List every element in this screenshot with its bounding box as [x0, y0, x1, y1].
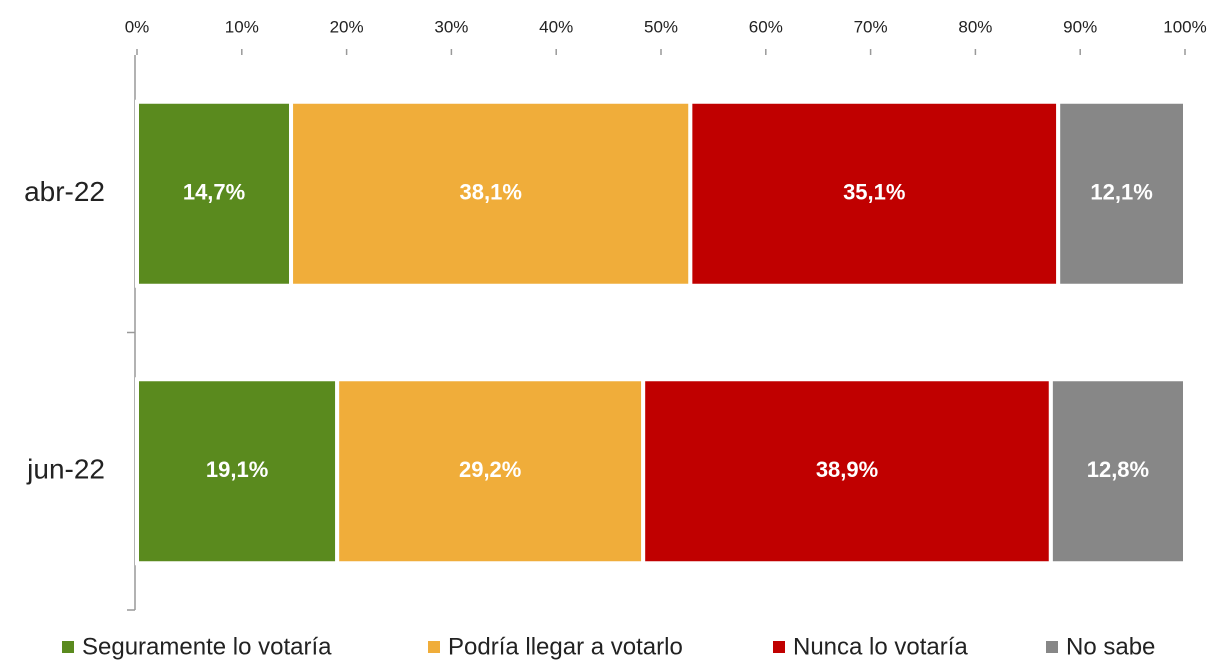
legend-label: Podría llegar a votarlo [448, 633, 683, 660]
legend-swatch [1046, 641, 1058, 653]
bar-segment [688, 99, 1061, 288]
x-tick-label: 90% [1063, 17, 1097, 36]
legend-swatch [62, 641, 74, 653]
value-label: 12,1% [1090, 180, 1152, 205]
x-tick-label: 100% [1163, 17, 1206, 36]
x-tick-label: 40% [539, 17, 573, 36]
value-label: 38,9% [816, 457, 878, 482]
value-label: 19,1% [206, 457, 268, 482]
x-tick-label: 30% [434, 17, 468, 36]
legend-label: Nunca lo votaría [793, 633, 968, 660]
x-tick-label: 20% [330, 17, 364, 36]
x-tick-label: 60% [749, 17, 783, 36]
x-tick-label: 50% [644, 17, 678, 36]
bar-segment [641, 377, 1053, 566]
value-label: 29,2% [459, 457, 521, 482]
legend-swatch [773, 641, 785, 653]
bar-segment [335, 377, 646, 566]
legend-label: No sabe [1066, 633, 1155, 660]
legend-label: Seguramente lo votaría [82, 633, 332, 660]
x-tick-label: 80% [958, 17, 992, 36]
bar-segment [1056, 99, 1188, 288]
value-label: 38,1% [460, 180, 522, 205]
legend-swatch [428, 641, 440, 653]
category-label: abr-22 [24, 176, 105, 207]
x-tick-label: 70% [854, 17, 888, 36]
x-tick-label: 10% [225, 17, 259, 36]
value-label: 12,8% [1087, 457, 1149, 482]
value-label: 14,7% [183, 180, 245, 205]
category-label: jun-22 [26, 454, 105, 485]
bar-segment [1048, 377, 1187, 566]
x-tick-label: 0% [125, 17, 150, 36]
value-label: 35,1% [843, 180, 905, 205]
